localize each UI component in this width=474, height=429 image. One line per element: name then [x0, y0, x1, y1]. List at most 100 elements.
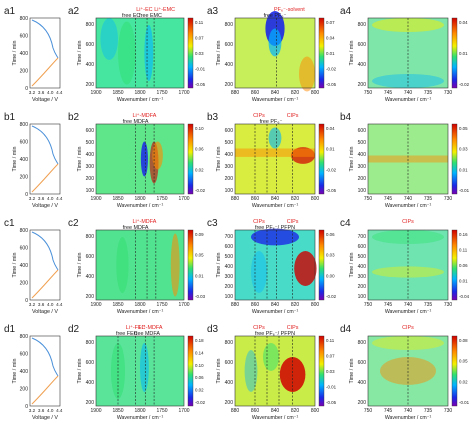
y-tick-label: 600	[225, 244, 234, 250]
y-tick-label: 500	[225, 140, 234, 146]
heatmap-feature	[152, 141, 163, 170]
y-axis-label: Time / min	[12, 41, 18, 66]
x-tick-label: 3.2	[29, 90, 36, 95]
y-tick-label: 800	[86, 234, 95, 240]
plot-frame	[234, 229, 316, 301]
x-tick-label: 820	[291, 196, 300, 202]
x-tick-label: 735	[424, 302, 433, 308]
colorbar-tick-label: -0.02	[195, 188, 206, 193]
colorbar-tick-label: -0.01	[326, 385, 337, 390]
voltage-profile-a: a1 800 600 400 200 03.2 3.6 4.0 4.4 Time / min Vol…	[4, 6, 63, 103]
annotation-black: free MDFA	[134, 331, 160, 337]
y-tick-label: 800	[358, 340, 367, 346]
y-axis-label: Time / min	[216, 359, 222, 384]
colorbar-tick-label: 0.04	[326, 36, 335, 41]
heatmap-feature	[251, 251, 267, 293]
y-tick-label: 400	[358, 62, 367, 68]
x-tick-label: 840	[271, 408, 280, 414]
y-tick-label: 200	[225, 284, 234, 290]
y-tick-label: 600	[86, 254, 95, 260]
y-tick-label: 600	[225, 42, 234, 48]
y-tick-label: 300	[86, 164, 95, 170]
colorbar-tick-label: -0.02	[326, 67, 337, 72]
y-tick-label: 300	[225, 164, 234, 170]
x-axis-label: Voltage / V	[32, 203, 58, 209]
heatmap-feature	[170, 233, 180, 297]
heatmap-feature	[140, 343, 149, 392]
x-axis-label: Wavenumber / cm⁻¹	[385, 97, 432, 103]
y-tick-label: 700	[358, 234, 367, 240]
panel-label: d2	[68, 324, 80, 335]
x-tick-label: 3.6	[38, 408, 45, 413]
colorbar-tick-label: 0.01	[326, 147, 335, 152]
y-tick-label: 200	[225, 82, 234, 88]
y-tick-label: 400	[225, 264, 234, 270]
x-tick-label: 3.2	[29, 302, 36, 307]
colorbar-tick-label: -0.02	[326, 167, 337, 172]
x-axis-label: Wavenumber / cm⁻¹	[117, 97, 164, 103]
x-tick-label: 1700	[178, 408, 189, 414]
heatmap-band	[235, 148, 315, 157]
y-axis-label: Time / min	[12, 147, 18, 172]
colorbar	[187, 335, 194, 407]
x-tick-label: 1750	[156, 196, 167, 202]
x-axis-label: Wavenumber / cm⁻¹	[252, 97, 299, 103]
annotation-black: free EC	[122, 13, 140, 19]
y-tick-label: 500	[225, 254, 234, 260]
colorbar	[451, 335, 458, 407]
colorbar-tick-label: -0.01	[459, 188, 470, 193]
x-tick-label: 4.4	[56, 408, 63, 413]
heatmap-feature	[144, 25, 154, 81]
y-tick-label: 600	[358, 128, 367, 134]
x-axis-label: Wavenumber / cm⁻¹	[385, 203, 432, 209]
colorbar-tick-label: 0.01	[459, 167, 468, 172]
y-tick-label: 600	[225, 128, 234, 134]
panel-label: b2	[68, 112, 80, 123]
y-axis-label: Time / min	[216, 147, 222, 172]
colorbar-tick-label: 0.01	[195, 273, 204, 278]
y-axis-label: Time / min	[77, 147, 83, 172]
y-tick-label: 600	[86, 42, 95, 48]
colorbar-tick-label: 0.00	[326, 273, 335, 278]
x-tick-label: 4.0	[47, 302, 54, 307]
y-axis-label: Time / min	[349, 41, 355, 66]
x-tick-label: 1900	[90, 302, 101, 308]
x-tick-label: 740	[404, 196, 413, 202]
y-tick-label: 200	[358, 400, 367, 406]
annotation-black: free EMC	[139, 13, 162, 19]
x-tick-label: 4.4	[56, 196, 63, 201]
y-tick-label: 600	[20, 140, 29, 146]
y-tick-label: 600	[358, 360, 367, 366]
x-tick-label: 4.4	[56, 90, 63, 95]
plot-frame	[95, 229, 185, 301]
x-tick-label: 820	[291, 408, 300, 414]
row-d: d1 800 600 400 200 03.2 3.6 4.0 4.4 Time / min Vol…	[4, 324, 470, 421]
y-tick-label: 400	[20, 263, 29, 269]
x-tick-label: 880	[231, 302, 240, 308]
colorbar-tick-label: 0.06	[195, 375, 204, 380]
annotation-black: free MDFA	[123, 119, 149, 125]
heatmap-feature	[116, 237, 129, 293]
x-axis-label: Voltage / V	[32, 309, 58, 315]
x-tick-label: 860	[251, 196, 260, 202]
colorbar-tick-label: -0.02	[195, 400, 206, 405]
y-tick-label: 200	[358, 82, 367, 88]
heatmap-background	[96, 18, 184, 88]
y-tick-label: 100	[358, 188, 367, 194]
annotation-red: Li⁺-EMC	[154, 7, 175, 13]
y-tick-label: 200	[86, 176, 95, 182]
colorbar-tick-label: 0.01	[459, 279, 468, 284]
colorbar-tick-label: -0.05	[195, 82, 206, 87]
x-tick-label: 735	[424, 408, 433, 414]
y-tick-label: 800	[225, 22, 234, 28]
annotation-black: free FEC	[116, 331, 138, 337]
annotation-red: PF₆⁻-solvent	[274, 7, 305, 13]
x-tick-label: 3.2	[29, 408, 36, 413]
panel-label: c1	[4, 218, 15, 229]
x-tick-label: 4.0	[47, 90, 54, 95]
colorbar-tick-label: 0.02	[459, 379, 468, 384]
y-tick-label: 300	[225, 274, 234, 280]
